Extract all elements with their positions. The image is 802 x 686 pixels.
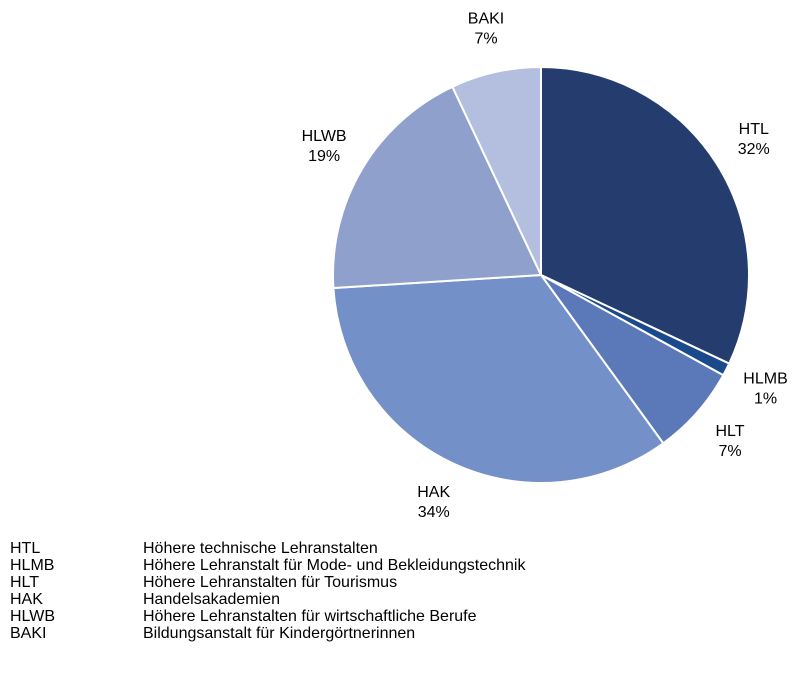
pie-slice — [332, 273, 665, 484]
slice-label: HTL — [739, 121, 769, 138]
legend-abbreviation: HAK — [10, 591, 43, 608]
slice-value-label: 19% — [308, 148, 340, 165]
legend-description: Höhere Lehranstalt für Mode- und Bekleid… — [143, 557, 526, 574]
slice-label: HLMB — [743, 371, 787, 388]
slice-label: HAK — [417, 484, 450, 501]
slice-label: HLWB — [302, 128, 347, 145]
legend-description: Handelsakademien — [143, 591, 280, 608]
slice-label: HLT — [716, 423, 745, 440]
slice-value-label: 34% — [418, 504, 450, 521]
pie-slice — [540, 65, 750, 365]
legend-abbreviation: HLWB — [10, 608, 55, 625]
slice-label: BAKI — [468, 10, 504, 27]
legend-description: Höhere Lehranstalten für wirtschaftliche… — [143, 608, 477, 625]
legend-abbreviation: HLMB — [10, 557, 54, 574]
legend-description: Höhere technische Lehranstalten — [143, 540, 378, 557]
legend-abbreviation: HTL — [10, 540, 40, 557]
legend-description: Bildungsanstalt für Kindergörtnerinnen — [143, 625, 415, 642]
slice-value-label: 1% — [754, 391, 777, 408]
legend-abbreviation: HLT — [10, 574, 39, 591]
slice-value-label: 7% — [474, 30, 497, 47]
pie-slice — [451, 65, 542, 276]
legend-abbreviation: BAKI — [10, 625, 46, 642]
slice-value-label: 32% — [738, 141, 770, 158]
legend-description: Höhere Lehranstalten für Tourismus — [143, 574, 397, 591]
pie-slice — [332, 85, 543, 290]
slice-value-label: 7% — [718, 443, 741, 460]
